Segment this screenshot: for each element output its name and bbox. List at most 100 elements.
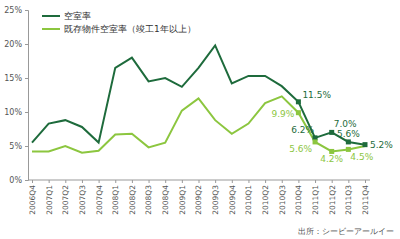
x-tick-label: 2010Q1 <box>244 185 253 215</box>
x-tick: 2008Q1 <box>111 180 120 215</box>
x-tick-label: 2011Q1 <box>311 185 320 215</box>
x-tick-mark <box>232 180 233 183</box>
y-tick-label: 20% <box>4 40 22 49</box>
x-tick: 2011Q1 <box>311 180 320 215</box>
x-tick-label: 2008Q3 <box>144 185 153 215</box>
x-tick: 2010Q4 <box>294 180 303 215</box>
legend-swatch <box>42 15 60 17</box>
marker <box>329 149 334 154</box>
marker <box>296 110 301 115</box>
data-label: 5.2% <box>370 140 393 150</box>
marker <box>363 142 368 147</box>
x-tick: 2009Q4 <box>228 180 237 215</box>
marker <box>346 147 351 152</box>
x-tick-mark <box>365 180 366 183</box>
y-tick-mark <box>25 78 28 79</box>
x-tick-label: 2010Q2 <box>261 185 270 215</box>
x-tick-mark <box>282 180 283 183</box>
x-tick: 2006Q4 <box>28 180 37 215</box>
x-tick: 2007Q2 <box>61 180 70 215</box>
x-tick: 2009Q1 <box>178 180 187 215</box>
x-tick: 2010Q3 <box>278 180 287 215</box>
x-tick-label: 2006Q4 <box>28 185 37 215</box>
x-tick-mark <box>65 180 66 183</box>
x-tick-mark <box>348 180 349 183</box>
x-tick-mark <box>248 180 249 183</box>
series-line <box>32 96 365 152</box>
y-tick-mark <box>25 10 28 11</box>
x-tick-label: 2007Q2 <box>61 185 70 215</box>
x-tick-mark <box>182 180 183 183</box>
source: 出所：シービーアールイー <box>298 227 394 236</box>
y-tick: 25% <box>4 6 28 15</box>
x-tick-mark <box>32 180 33 183</box>
x-tick: 2009Q2 <box>194 180 203 215</box>
x-tick-mark <box>199 180 200 183</box>
x-tick: 2011Q2 <box>328 180 337 215</box>
x-tick-label: 2008Q1 <box>111 185 120 215</box>
y-tick-mark <box>25 146 28 147</box>
data-label: 4.5% <box>350 152 373 162</box>
y-tick-label: 0% <box>9 176 22 185</box>
y-tick-mark <box>25 44 28 45</box>
legend-swatch <box>42 28 60 30</box>
x-tick-label: 2010Q4 <box>294 185 303 215</box>
data-label: 11.5% <box>302 90 331 100</box>
y-tick-mark <box>25 112 28 113</box>
x-tick-mark <box>49 180 50 183</box>
y-tick-label: 25% <box>4 6 22 15</box>
data-label: 5.6% <box>337 129 360 139</box>
x-axis: 2006Q4 2007Q1 2007Q2 2007Q3 2007Q4 2008Q1 2008… <box>28 180 370 215</box>
x-tick-mark <box>149 180 150 183</box>
x-tick: 2007Q4 <box>95 180 104 215</box>
x-tick: 2010Q1 <box>244 180 253 215</box>
x-tick-label: 2009Q3 <box>211 185 220 215</box>
y-tick-mark <box>25 180 28 181</box>
y-tick: 15% <box>4 74 28 83</box>
y-axis: 0% 5% 10% 15% 20% 25% <box>4 6 28 185</box>
data-label: 4.2% <box>320 154 343 164</box>
y-tick: 10% <box>4 108 28 117</box>
data-labels: 11.5%6.2%7.0%5.6%5.2%9.9%5.6%4.2%4.5% <box>272 90 394 165</box>
marker <box>296 99 301 104</box>
x-tick-label: 2011Q3 <box>344 185 353 215</box>
x-tick-mark <box>332 180 333 183</box>
x-tick-label: 2007Q1 <box>45 185 54 215</box>
x-tick-mark <box>265 180 266 183</box>
x-tick: 2009Q3 <box>211 180 220 215</box>
x-tick: 2010Q2 <box>261 180 270 215</box>
x-tick-mark <box>315 180 316 183</box>
data-label: 5.6% <box>289 144 312 154</box>
y-tick-label: 5% <box>9 142 22 151</box>
data-label: 9.9% <box>272 109 295 119</box>
x-tick-mark <box>82 180 83 183</box>
y-tick: 0% <box>9 176 28 185</box>
x-tick-label: 2009Q2 <box>194 185 203 215</box>
x-tick: 2008Q4 <box>161 180 170 215</box>
y-tick-label: 10% <box>4 108 22 117</box>
x-tick-mark <box>215 180 216 183</box>
x-tick-label: 2009Q4 <box>228 185 237 215</box>
x-tick: 2008Q3 <box>144 180 153 215</box>
x-tick-mark <box>115 180 116 183</box>
x-tick: 2007Q1 <box>45 180 54 215</box>
x-tick-label: 2011Q4 <box>361 185 370 215</box>
marker <box>313 139 318 144</box>
x-tick: 2011Q3 <box>344 180 353 215</box>
x-tick-mark <box>298 180 299 183</box>
x-tick: 2011Q4 <box>361 180 370 215</box>
x-tick-label: 2007Q4 <box>95 185 104 215</box>
marker <box>329 130 334 135</box>
y-tick: 20% <box>4 40 28 49</box>
y-tick-label: 15% <box>4 74 22 83</box>
data-label: 7.0% <box>334 119 357 129</box>
data-label: 6.2% <box>291 125 314 135</box>
x-tick: 2008Q2 <box>128 180 137 215</box>
x-tick-label: 2009Q1 <box>178 185 187 215</box>
y-axis-line <box>25 11 29 181</box>
legend-label: 空室率 <box>64 11 91 21</box>
chart: 0% 5% 10% 15% 20% 25% 2006Q4 2007Q1 2007Q2 2007Q3… <box>0 0 400 239</box>
legend-label: 既存物件空室率（竣工1年以上） <box>64 24 196 34</box>
x-tick-mark <box>165 180 166 183</box>
x-tick-label: 2007Q3 <box>78 185 87 215</box>
